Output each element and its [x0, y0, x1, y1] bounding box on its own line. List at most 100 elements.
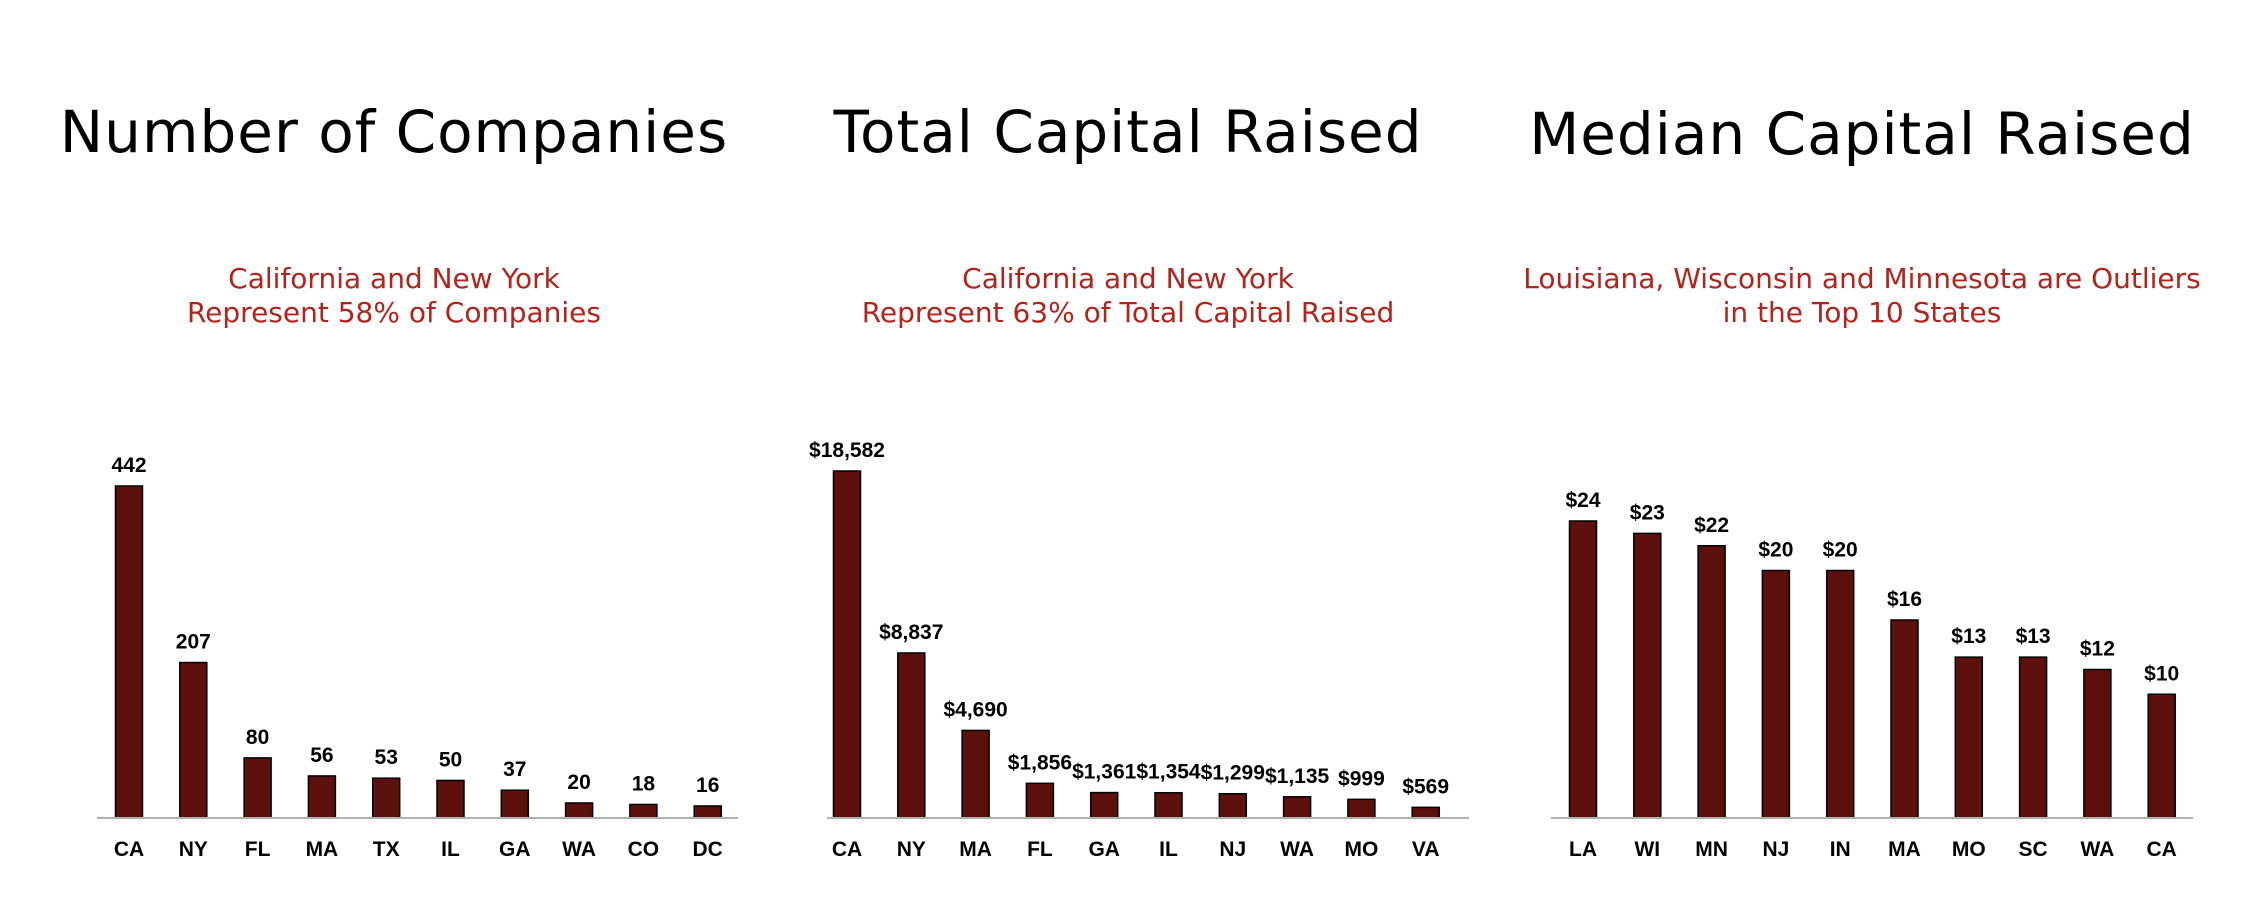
data-label: $1,856: [1008, 751, 1072, 774]
x-tick-label: TX: [373, 838, 400, 861]
x-tick-label: GA: [1088, 838, 1120, 861]
data-label: 53: [375, 746, 398, 769]
bar-mn: [1697, 545, 1726, 819]
x-tick-label: NY: [897, 838, 926, 861]
chart-title: Number of Companies: [59, 98, 729, 166]
x-tick-label: MO: [1952, 838, 1986, 861]
data-label: $10: [2144, 662, 2179, 685]
data-label: $1,354: [1136, 761, 1201, 784]
bar-chart-companies: 442 CA 207 NY 80 FL 56 MA 53 TX 50 IL 37 GA 20 WA 18 CO 16…: [97, 454, 738, 861]
chart-subtitle-line-1: Louisiana, Wisconsin and Minnesota are O…: [1523, 262, 2201, 295]
bar-tx: [371, 777, 401, 819]
data-label: 442: [111, 454, 146, 477]
x-tick-label: GA: [499, 838, 531, 861]
bar-mo: [1347, 798, 1376, 819]
chart-subtitle: California and New York Represent 58% of…: [20, 262, 768, 330]
data-label: 50: [439, 748, 462, 771]
data-label: $20: [1823, 539, 1858, 562]
data-label: $18,582: [809, 439, 885, 462]
x-tick-label: SC: [2019, 838, 2048, 861]
x-tick-label: VA: [1412, 838, 1440, 861]
bar-chart-median-capital: $24 LA $23 WI $22 MN $20 NJ $20 IN $16 MA $13 MO $13 SC…: [1551, 489, 2193, 861]
data-label: $4,690: [943, 698, 1007, 721]
bar-ma: [1890, 619, 1919, 819]
data-label: $23: [1630, 501, 1665, 524]
chart-subtitle-line-2: Represent 58% of Companies: [186, 296, 601, 329]
x-tick-label: CO: [628, 838, 660, 861]
bar-chart-total-capital: $18,582 CA $8,837 NY $4,690 MA $1,856 FL $1,361 G…: [809, 439, 1469, 861]
bar-wa: [2083, 668, 2112, 819]
chart-panel-companies: Number of Companies California and New Y…: [20, 0, 768, 916]
data-label: 37: [503, 758, 526, 781]
chart-subtitle-line-1: California and New York: [962, 262, 1294, 295]
x-tick-label: NJ: [1219, 838, 1246, 861]
bar-ca: [2147, 693, 2176, 819]
bar-va: [1411, 806, 1440, 819]
x-tick-label: IL: [441, 838, 460, 861]
x-tick-label: NJ: [1762, 838, 1789, 861]
bar-la: [1568, 520, 1598, 819]
x-tick-label: MA: [306, 838, 339, 861]
bar-ny: [897, 652, 926, 819]
data-label: $24: [1565, 489, 1600, 512]
x-tick-label: WA: [2080, 838, 2114, 861]
bar-co: [629, 803, 658, 819]
chart-subtitle: California and New York Represent 63% of…: [754, 262, 1502, 330]
x-tick-label: CA: [832, 838, 862, 861]
x-tick-label: LA: [1569, 838, 1597, 861]
chart-subtitle: Louisiana, Wisconsin and Minnesota are O…: [1488, 262, 2236, 330]
data-label: $8,837: [879, 621, 943, 644]
data-label: $13: [1951, 625, 1986, 648]
chart-panel-total-capital: Total Capital Raised California and New …: [754, 0, 1502, 916]
data-label: $1,135: [1265, 765, 1330, 788]
data-label: 18: [632, 772, 656, 795]
bar-mo: [1954, 656, 1984, 819]
bar-in: [1825, 569, 1855, 819]
bar-wa: [564, 802, 594, 819]
data-label: 207: [176, 631, 211, 654]
bar-ny: [179, 661, 208, 819]
x-tick-label: NY: [179, 838, 208, 861]
x-tick-label: FL: [245, 838, 271, 861]
x-tick-label: CA: [2147, 838, 2177, 861]
bar-ca: [114, 485, 144, 819]
bar-il: [1154, 791, 1183, 819]
data-label: 16: [696, 774, 719, 797]
data-label: $20: [1758, 539, 1793, 562]
chart-panel-median-capital: Median Capital Raised Louisiana, Wiscons…: [1488, 0, 2236, 916]
x-tick-label: DC: [693, 838, 723, 861]
x-tick-label: MA: [959, 838, 992, 861]
bar-nj: [1761, 569, 1791, 819]
bar-ga: [1089, 791, 1119, 819]
x-tick-label: FL: [1027, 838, 1053, 861]
x-tick-label: WA: [562, 838, 596, 861]
chart-title: Total Capital Raised: [833, 98, 1423, 166]
bar-ma: [307, 775, 337, 819]
data-label: 20: [567, 771, 590, 794]
bar-ma: [961, 729, 990, 819]
chart-subtitle-line-2: in the Top 10 States: [1722, 296, 2002, 329]
bar-dc: [693, 805, 722, 819]
x-tick-label: WA: [1280, 838, 1314, 861]
bar-ca: [832, 470, 862, 819]
chart-subtitle-line-2: Represent 63% of Total Capital Raised: [861, 296, 1395, 329]
bar-ga: [500, 789, 530, 819]
data-label: $22: [1694, 514, 1729, 537]
bar-nj: [1218, 792, 1248, 819]
data-label: $569: [1402, 775, 1449, 798]
chart-subtitle-line-1: California and New York: [228, 262, 560, 295]
data-label: $1,299: [1201, 762, 1265, 785]
data-label: $999: [1338, 767, 1385, 790]
x-tick-label: IN: [1830, 838, 1851, 861]
data-label: $16: [1887, 588, 1922, 611]
x-tick-label: MA: [1888, 838, 1921, 861]
x-tick-label: MN: [1695, 838, 1728, 861]
x-tick-label: WI: [1634, 838, 1660, 861]
data-label: $1,361: [1072, 761, 1137, 784]
x-tick-label: IL: [1159, 838, 1178, 861]
bar-sc: [2018, 656, 2048, 819]
data-label: 56: [310, 744, 333, 767]
bar-fl: [243, 757, 272, 819]
bar-il: [436, 779, 465, 819]
chart-title: Median Capital Raised: [1529, 100, 2195, 168]
